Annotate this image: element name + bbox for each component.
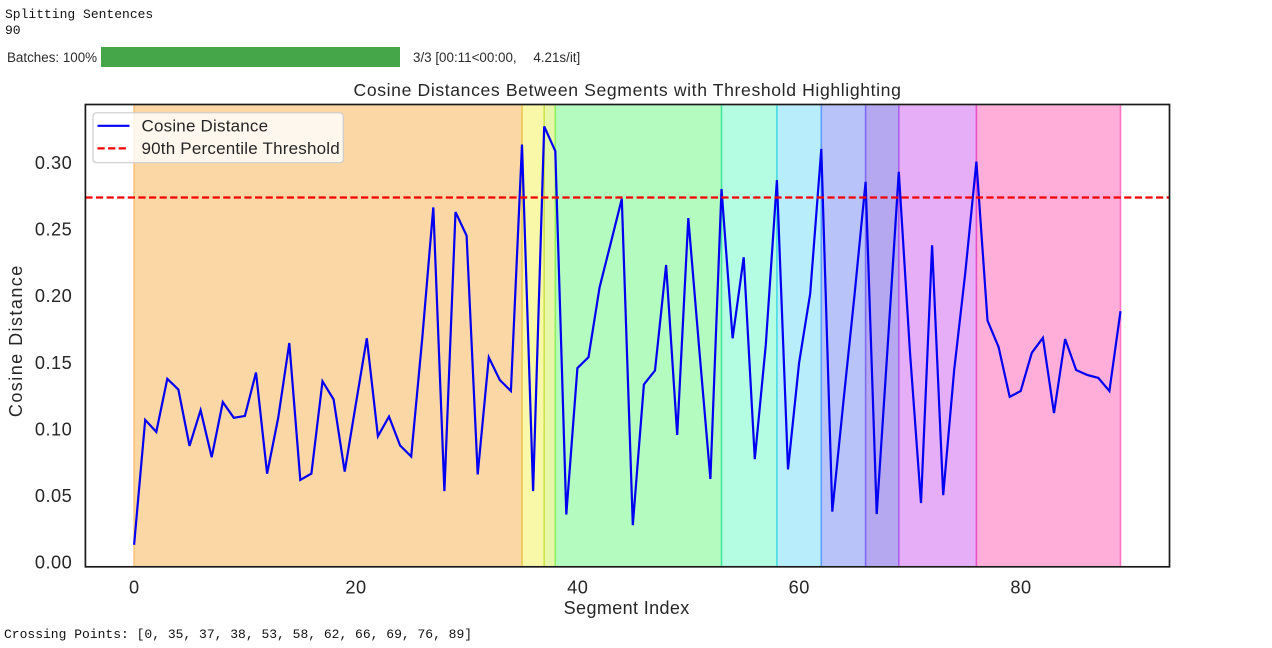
svg-text:90th Percentile Threshold: 90th Percentile Threshold (142, 139, 340, 158)
svg-text:0.05: 0.05 (35, 486, 72, 506)
svg-text:0.30: 0.30 (35, 153, 72, 173)
svg-text:0.20: 0.20 (35, 286, 72, 306)
svg-text:20: 20 (345, 577, 366, 597)
svg-text:80: 80 (1010, 577, 1031, 597)
svg-text:0.00: 0.00 (35, 552, 72, 572)
svg-text:Cosine Distance: Cosine Distance (142, 116, 269, 135)
svg-text:0.10: 0.10 (35, 419, 72, 439)
svg-text:Cosine Distance: Cosine Distance (6, 264, 26, 417)
svg-text:Cosine Distances Between Segme: Cosine Distances Between Segments with T… (354, 80, 902, 100)
svg-text:0.25: 0.25 (35, 220, 72, 240)
svg-text:40: 40 (567, 577, 588, 597)
svg-text:60: 60 (789, 577, 810, 597)
svg-text:0: 0 (129, 577, 140, 597)
svg-text:Segment Index: Segment Index (564, 598, 690, 618)
svg-text:0.15: 0.15 (35, 353, 72, 373)
